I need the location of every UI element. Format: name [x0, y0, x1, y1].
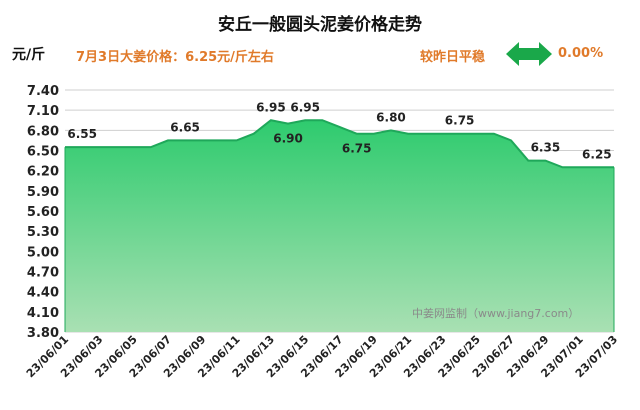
price-note: 7月3日大姜价格：6.25元/斤左右: [76, 50, 274, 65]
data-label: 6.35: [531, 141, 561, 155]
series-line: [65, 119, 614, 169]
y-tick-label: 6.20: [27, 165, 59, 180]
area-fill: [65, 120, 614, 332]
data-labels: 6.55 6.65 6.95 6.90 6.95 6.75 6.80 6.75 6.35 6.25: [67, 100, 611, 161]
data-label: 6.75: [445, 114, 475, 128]
y-tick-label: 6.50: [27, 145, 59, 160]
y-tick-label: 5.90: [27, 185, 59, 200]
data-label: 6.25: [582, 147, 612, 161]
y-tick-label: 4.70: [27, 266, 59, 281]
data-label: 6.65: [170, 120, 200, 134]
y-tick-label: 3.80: [27, 326, 59, 341]
data-label: 6.95: [290, 100, 320, 114]
compare-value: 0.00%: [558, 46, 604, 61]
data-label: 6.75: [342, 142, 372, 156]
compare-label: 较昨日平稳: [420, 50, 486, 65]
y-tick-label: 7.40: [27, 84, 59, 99]
area-series: [64, 119, 615, 332]
watermark: 中姜网监制（www.jiang7.com）: [412, 306, 579, 320]
y-tick-label: 7.10: [27, 104, 59, 119]
y-tick-label: 6.80: [27, 124, 59, 139]
data-label: 6.55: [67, 127, 97, 141]
data-label: 6.95: [256, 100, 286, 114]
y-tick-label: 4.10: [27, 306, 59, 321]
y-tick-label: 5.00: [27, 245, 59, 260]
y-tick-label: 5.30: [27, 225, 59, 240]
double-arrow-icon: [506, 42, 552, 66]
chart-title: 安丘一般圆头泥姜价格走势: [218, 15, 422, 35]
y-axis-ticks: 7.40 7.10 6.80 6.50 6.20 5.90 5.60 5.30 5.00 4.70…: [27, 84, 59, 341]
unit-label: 元/斤: [12, 47, 46, 63]
data-label: 6.90: [273, 132, 303, 146]
data-label: 6.80: [376, 110, 406, 124]
y-tick-label: 5.60: [27, 205, 59, 220]
x-axis-ticks: 23/06/0123/06/0323/06/0523/06/0723/06/09…: [24, 333, 620, 380]
y-tick-label: 4.40: [27, 286, 59, 301]
